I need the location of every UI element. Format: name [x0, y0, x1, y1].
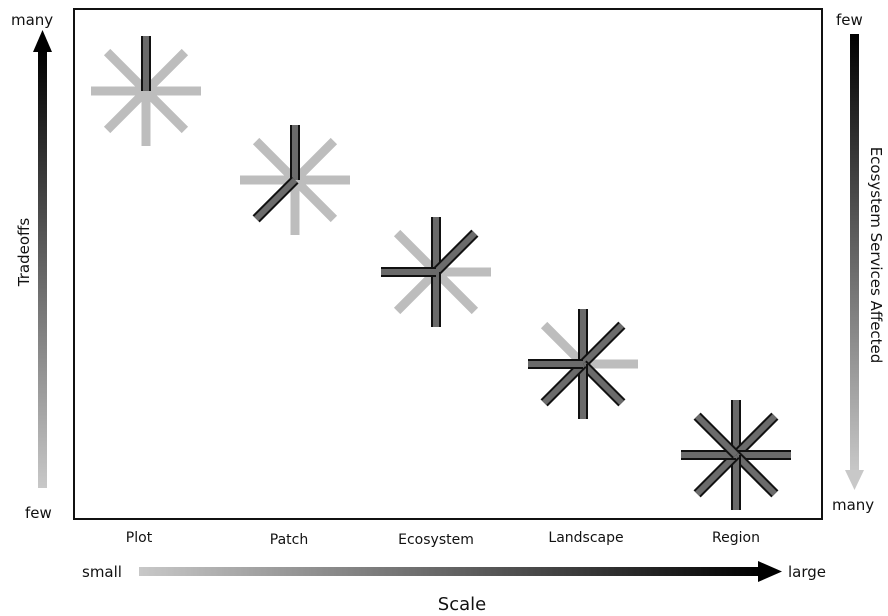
services-axis-label: Ecosystem Services Affected — [867, 147, 885, 364]
scale-axis-label: Scale — [438, 594, 486, 615]
asterisk-glyph — [91, 36, 201, 146]
light-spoke — [291, 176, 338, 223]
tradeoffs-top-label: many — [11, 11, 53, 29]
scale-level-label: Landscape — [548, 530, 623, 546]
asterisk-glyph — [681, 400, 791, 510]
dark-spoke — [694, 452, 739, 497]
light-spoke — [393, 268, 440, 315]
dark-spoke — [541, 361, 586, 406]
services-arrow — [845, 34, 864, 490]
tradeoffs-arrow — [33, 30, 52, 488]
dark-spoke — [580, 361, 625, 406]
scale-level-label: Ecosystem — [398, 532, 474, 548]
dark-spoke — [694, 413, 739, 458]
scale-arrow — [139, 561, 782, 582]
light-spoke — [291, 137, 338, 184]
asterisk-glyph — [381, 217, 491, 327]
light-spoke — [142, 48, 189, 95]
light-spoke — [393, 229, 440, 276]
dark-spoke — [253, 177, 298, 222]
dark-spoke — [733, 413, 778, 458]
tradeoffs-axis-label: Tradeoffs — [15, 218, 33, 288]
dark-spoke — [580, 322, 625, 367]
dark-spoke — [433, 230, 478, 275]
light-spoke — [103, 48, 150, 95]
light-spoke — [432, 268, 479, 315]
services-bottom-label: many — [832, 496, 874, 514]
scale-level-label: Region — [712, 530, 760, 546]
plot-frame — [73, 8, 823, 520]
scale-start-label: small — [82, 563, 122, 581]
asterisk-glyph — [240, 125, 350, 235]
asterisk-glyphs — [91, 36, 791, 510]
light-spoke — [540, 321, 587, 368]
scale-level-label: Patch — [270, 532, 308, 548]
dark-spoke — [733, 452, 778, 497]
light-spoke — [142, 87, 189, 134]
scale-level-label: Plot — [126, 530, 153, 546]
services-top-label: few — [836, 11, 863, 29]
scale-end-label: large — [788, 563, 826, 581]
light-spoke — [252, 137, 299, 184]
tradeoffs-bottom-label: few — [25, 504, 52, 522]
light-spoke — [103, 87, 150, 134]
asterisk-glyph — [528, 309, 638, 419]
